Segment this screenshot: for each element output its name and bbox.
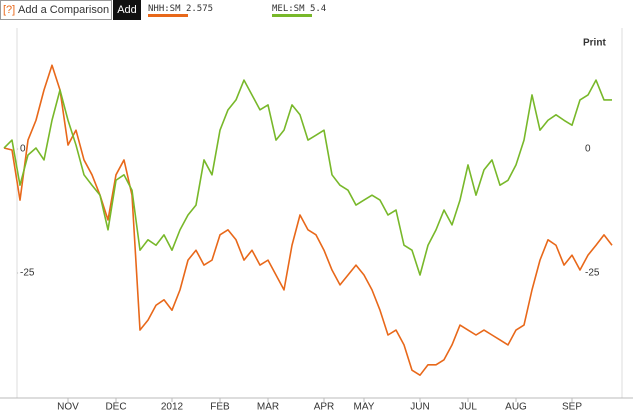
add-button-label: Add [117,4,137,16]
input-placeholder: Add a Comparison [18,4,109,16]
y-tick-label: -25 [20,268,35,279]
legend-label: MEL:SM 5.4 [272,4,326,14]
y-tick-bg [18,267,38,280]
y-tick-bg [18,143,38,156]
comparison-input[interactable] [0,0,112,20]
series-line [3,79,612,276]
print-link[interactable]: Print [583,38,606,49]
x-tick-label: DEC [105,402,126,413]
x-tick-label: MAR [257,402,279,413]
x-tick-label: JUN [410,402,429,413]
y-tick-label: 0 [585,144,591,155]
x-tick-label: FEB [210,402,230,413]
y-tick-label: -25 [585,268,600,279]
help-link[interactable]: [?] [3,4,15,16]
legend-name: NHH:SM [148,4,181,14]
x-tick-label: SEP [562,402,582,413]
x-tick-label: JUL [459,402,477,413]
legend-label: NHH:SM 2.575 [148,4,213,14]
series-line [3,64,613,376]
y-tick-bg [583,143,603,156]
legend-quote: 2.575 [186,4,213,14]
legend-swatch [148,14,188,17]
legend-quote: 5.4 [310,4,326,14]
legend-swatch [272,14,312,17]
x-tick-label: 2012 [161,402,184,413]
y-tick-bg [583,267,603,280]
x-tick-label: AUG [505,402,527,413]
x-tick-label: NOV [57,402,79,413]
x-tick-label: MAY [354,402,375,413]
x-tick-label: APR [314,402,335,413]
add-button[interactable] [113,0,141,20]
y-tick-label: 0 [20,144,26,155]
legend-name: MEL:SM [272,4,305,14]
